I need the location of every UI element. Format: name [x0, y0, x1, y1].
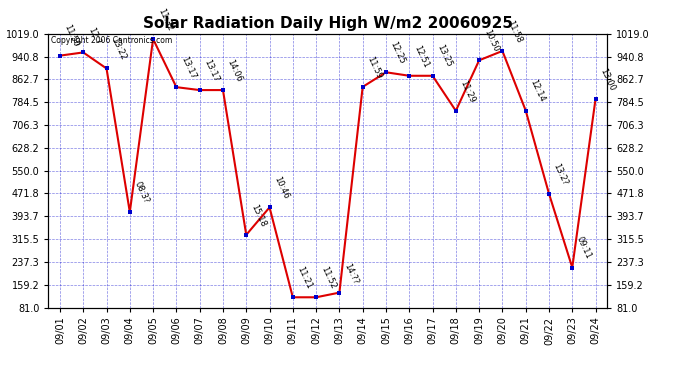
- Point: [451, 108, 462, 114]
- Point: [427, 73, 438, 79]
- Point: [264, 204, 275, 210]
- Point: [380, 69, 391, 75]
- Text: 12:25: 12:25: [388, 40, 407, 65]
- Text: 13:17: 13:17: [202, 58, 221, 83]
- Text: 09:11: 09:11: [575, 236, 593, 261]
- Point: [78, 50, 89, 55]
- Text: 11:21: 11:21: [295, 265, 314, 291]
- Point: [101, 66, 112, 72]
- Text: 11:59: 11:59: [366, 55, 384, 80]
- Point: [497, 48, 508, 54]
- Point: [404, 73, 415, 79]
- Text: 12:?: 12:?: [86, 26, 101, 46]
- Point: [566, 264, 578, 270]
- Point: [334, 290, 345, 296]
- Point: [590, 96, 601, 102]
- Point: [124, 209, 135, 215]
- Point: [310, 294, 322, 300]
- Point: [544, 190, 555, 196]
- Text: 08:3?: 08:3?: [132, 180, 150, 205]
- Text: 10:46: 10:46: [273, 175, 290, 201]
- Point: [473, 57, 484, 63]
- Point: [194, 87, 205, 93]
- Point: [241, 232, 252, 238]
- Text: 11:58: 11:58: [505, 19, 524, 44]
- Text: Copyright 2006 Cantronics.com: Copyright 2006 Cantronics.com: [51, 36, 172, 45]
- Point: [520, 108, 531, 114]
- Title: Solar Radiation Daily High W/m2 20060925: Solar Radiation Daily High W/m2 20060925: [143, 16, 513, 31]
- Text: 15:18: 15:18: [249, 202, 267, 228]
- Text: 13:22: 13:22: [109, 36, 128, 62]
- Text: 10:50: 10:50: [482, 28, 500, 54]
- Text: 11:29: 11:29: [459, 79, 477, 104]
- Text: 13:00: 13:00: [598, 66, 617, 92]
- Text: 11:32: 11:32: [156, 7, 174, 32]
- Text: 11:52: 11:52: [319, 265, 337, 291]
- Text: 12:51: 12:51: [412, 44, 431, 69]
- Point: [217, 87, 228, 93]
- Point: [148, 36, 159, 42]
- Text: 11:50: 11:50: [63, 24, 81, 49]
- Text: 14:06: 14:06: [226, 58, 244, 83]
- Text: 13:2?: 13:2?: [552, 162, 570, 187]
- Point: [171, 84, 182, 90]
- Text: 14:??: 14:??: [342, 262, 359, 286]
- Point: [55, 53, 66, 58]
- Point: [287, 294, 298, 300]
- Text: 13:25: 13:25: [435, 44, 453, 69]
- Point: [357, 84, 368, 90]
- Text: 13:17: 13:17: [179, 55, 197, 80]
- Text: 12:14: 12:14: [529, 78, 546, 104]
